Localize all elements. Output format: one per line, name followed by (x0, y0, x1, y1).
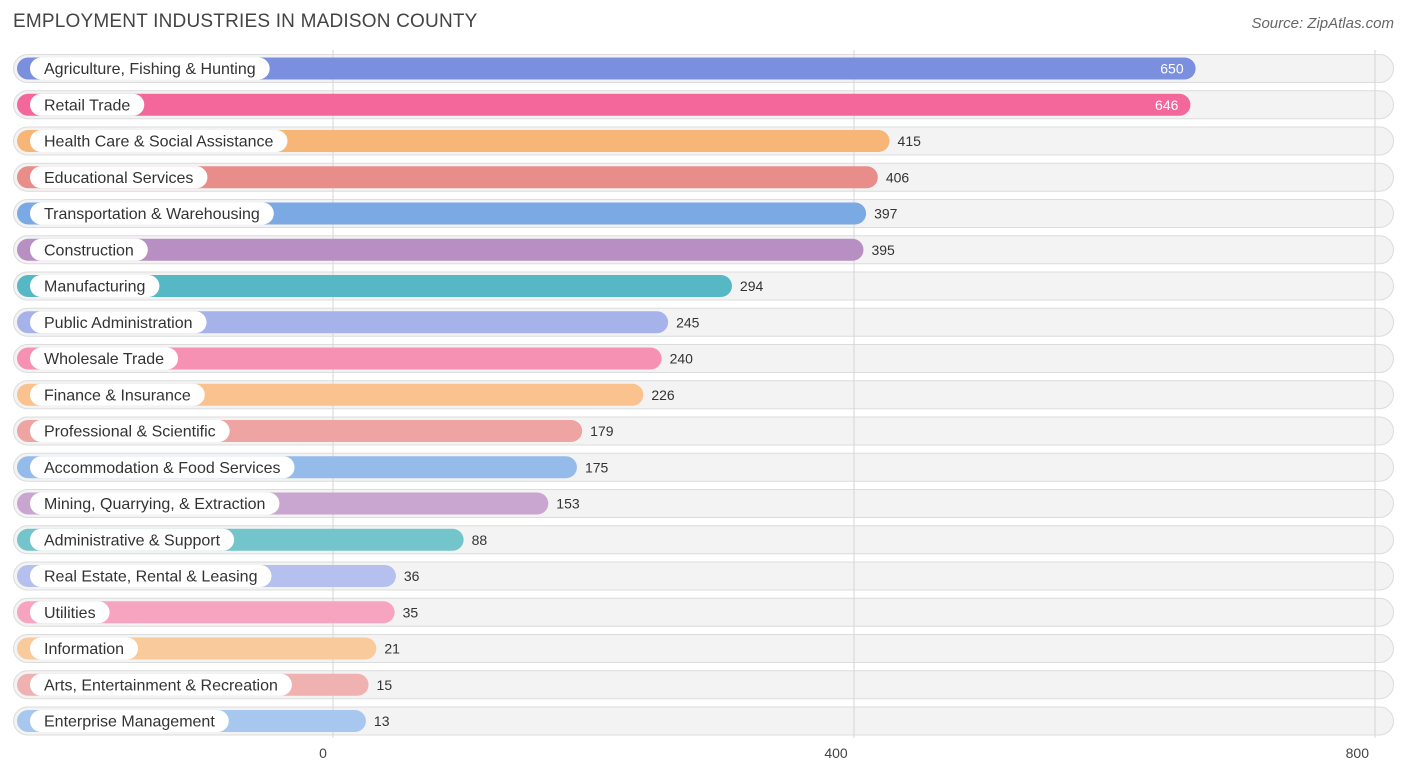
bar[interactable] (17, 601, 395, 624)
bar[interactable] (17, 275, 732, 297)
category-label-background (30, 420, 230, 442)
category-label: Professional & Scientific (44, 424, 216, 441)
category-label: Information (44, 641, 124, 658)
category-label: Wholesale Trade (44, 351, 164, 368)
bar[interactable] (17, 166, 878, 189)
category-label-background (30, 130, 288, 152)
category-label-background (30, 93, 145, 116)
value-label: 646 (1155, 97, 1179, 113)
x-tick-label: 400 (824, 745, 848, 761)
bar-group: Transportation & Warehousing 397 (17, 202, 898, 225)
bar-group: Arts, Entertainment & Recreation 15 (17, 673, 393, 696)
category-label-background (30, 383, 205, 406)
bar-group: Enterprise Management 13 (17, 710, 390, 732)
value-label: 397 (874, 206, 898, 222)
category-label-background (30, 637, 139, 660)
category-label: Accommodation & Food Services (44, 460, 281, 477)
value-label: 395 (871, 242, 895, 258)
x-tick-label: 0 (319, 745, 327, 761)
value-label: 175 (585, 459, 609, 475)
category-label: Educational Services (44, 170, 193, 187)
category-label-background (30, 601, 110, 624)
category-label-background (30, 57, 270, 80)
category-label: Retail Trade (44, 97, 130, 114)
category-label: Health Care & Social Assistance (44, 134, 274, 151)
value-label: 179 (590, 423, 614, 439)
value-label: 226 (651, 387, 675, 403)
bar[interactable] (17, 238, 864, 261)
category-label: Agriculture, Fishing & Hunting (44, 61, 256, 78)
category-label: Public Administration (44, 315, 193, 332)
category-label-background (30, 311, 207, 334)
bar-group: Professional & Scientific 179 (17, 420, 614, 442)
bar-group: Utilities 35 (17, 601, 419, 624)
category-label-background (30, 492, 280, 515)
value-label: 88 (472, 532, 488, 548)
value-label: 415 (898, 133, 922, 149)
value-label: 13 (374, 713, 390, 729)
category-label-background (30, 202, 274, 225)
category-label: Enterprise Management (44, 714, 215, 731)
category-label-background (30, 166, 208, 189)
category-label: Arts, Entertainment & Recreation (44, 677, 278, 694)
bar-group: Educational Services 406 (17, 166, 910, 189)
chart-source: Source: ZipAtlas.com (1251, 15, 1394, 32)
category-label-background (30, 275, 160, 297)
category-label: Manufacturing (44, 279, 145, 296)
bar-group: Accommodation & Food Services 175 (17, 456, 609, 479)
value-label: 153 (556, 496, 580, 512)
category-label-background (30, 238, 148, 261)
bar[interactable] (17, 57, 1196, 80)
value-label: 15 (377, 677, 393, 693)
value-label: 406 (886, 169, 910, 185)
category-label-background (30, 710, 229, 732)
bar-group: Administrative & Support 88 (17, 528, 488, 551)
bar-group: Agriculture, Fishing & Hunting 650 (17, 57, 1196, 80)
value-label: 650 (1160, 61, 1184, 77)
bar-group: Manufacturing 294 (17, 275, 764, 297)
chart-title: EMPLOYMENT INDUSTRIES IN MADISON COUNTY (13, 11, 478, 32)
bar-group: Finance & Insurance 226 (17, 383, 675, 406)
value-label: 36 (404, 568, 420, 584)
bar-group: Wholesale Trade 240 (17, 347, 694, 370)
value-label: 240 (670, 351, 694, 367)
category-label-background (30, 456, 295, 479)
value-label: 35 (403, 604, 419, 620)
bar[interactable] (17, 347, 662, 370)
bar-group: Real Estate, Rental & Leasing 36 (17, 565, 420, 587)
category-label: Transportation & Warehousing (44, 206, 260, 223)
category-label: Construction (44, 242, 134, 259)
bar-group: Public Administration 245 (17, 311, 700, 334)
bar[interactable] (17, 93, 1191, 116)
bar-group: Retail Trade 646 (17, 93, 1191, 116)
category-label-background (30, 528, 235, 551)
bar-group: Construction 395 (17, 238, 895, 261)
value-label: 294 (740, 278, 764, 294)
category-label-background (30, 347, 179, 370)
bar-group: Health Care & Social Assistance 415 (17, 130, 921, 152)
category-label: Administrative & Support (44, 532, 221, 549)
bar-group: Information 21 (17, 637, 400, 660)
category-label-background (30, 565, 272, 587)
value-label: 245 (676, 314, 700, 330)
category-label: Utilities (44, 605, 96, 622)
bar-group: Mining, Quarrying, & Extraction 153 (17, 492, 580, 515)
category-label-background (30, 673, 292, 696)
category-label: Real Estate, Rental & Leasing (44, 569, 257, 586)
x-tick-label: 800 (1346, 745, 1370, 761)
category-label: Finance & Insurance (44, 387, 191, 404)
value-label: 21 (384, 641, 400, 657)
category-label: Mining, Quarrying, & Extraction (44, 496, 265, 513)
